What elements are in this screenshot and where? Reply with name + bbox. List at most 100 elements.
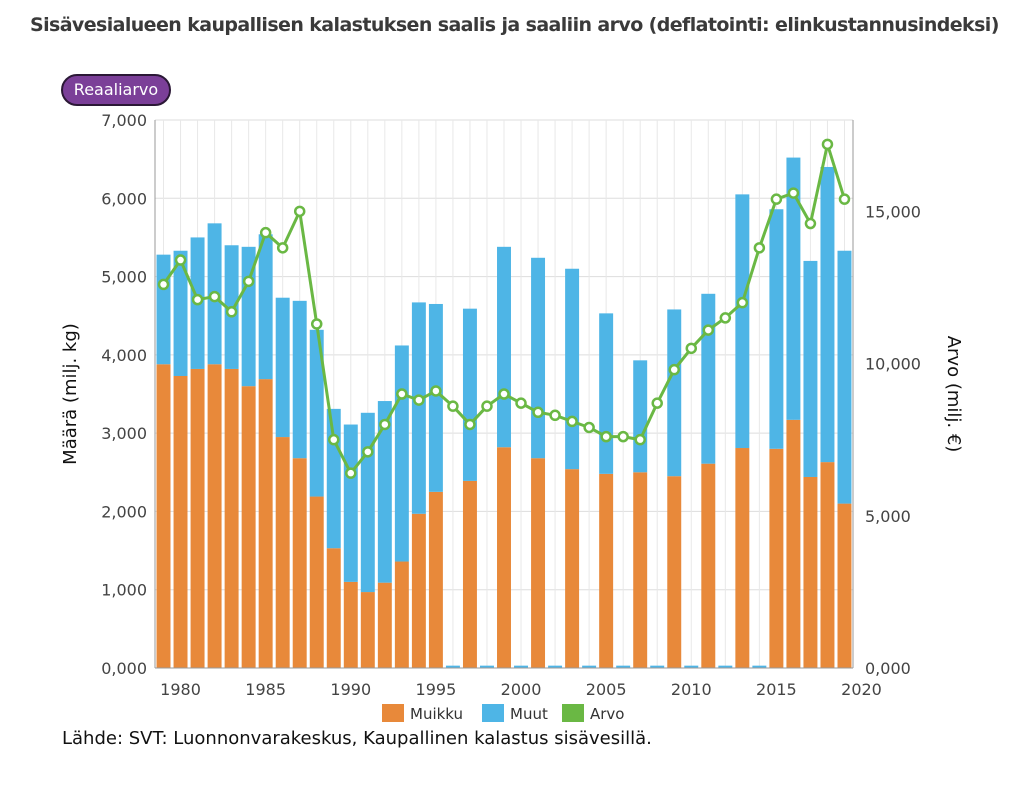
y-tick-label: 3,000 (101, 424, 147, 443)
point-arvo (583, 421, 595, 434)
x-tick-label: 2000 (501, 680, 542, 699)
legend-label-muikku: Muikku (410, 705, 463, 723)
x-tick-label: 2020 (841, 680, 882, 699)
point-arvo (753, 242, 766, 254)
bar-muikku (786, 419, 801, 668)
bar-muikku (156, 364, 171, 668)
bar-muut (650, 665, 665, 668)
point-arvo (651, 397, 663, 409)
bar-muikku (531, 458, 546, 668)
bar-muut (428, 303, 443, 492)
point-arvo (719, 312, 732, 324)
bar-muut (445, 665, 460, 668)
bar-muut (769, 209, 784, 449)
bar-muut (684, 665, 699, 668)
x-tick-label: 2005 (586, 680, 627, 699)
bar-muut (309, 329, 324, 497)
bar-muut (616, 665, 631, 668)
point-arvo (685, 342, 698, 355)
point-arvo (225, 306, 238, 318)
bar-muikku (667, 476, 682, 668)
point-arvo (379, 418, 391, 431)
point-arvo (447, 400, 459, 412)
point-arvo (498, 388, 510, 400)
x-tick-label: 2015 (756, 680, 797, 699)
point-arvo (515, 397, 527, 409)
y-tick-label: 1,000 (101, 581, 147, 600)
bar-muut (718, 665, 733, 668)
bar-muut (701, 293, 716, 464)
bar-muut (173, 250, 188, 376)
bar-muikku (394, 561, 409, 668)
point-arvo (668, 363, 680, 376)
point-arvo (293, 205, 306, 218)
bar-muikku (292, 458, 307, 668)
bar-muikku (173, 375, 188, 668)
y-tick-label: 7,000 (101, 111, 147, 130)
y2-tick-label: 10,000 (865, 355, 921, 374)
y-tick-label: 0,000 (101, 659, 147, 678)
point-arvo (430, 385, 442, 397)
point-arvo (634, 433, 646, 446)
real-value-toggle-button[interactable]: Reaaliarvo (61, 74, 171, 106)
y2-tick-label: 15,000 (865, 202, 921, 221)
bar-muut (548, 665, 563, 668)
point-arvo (174, 254, 187, 266)
point-arvo (259, 226, 272, 239)
y-tick-label: 4,000 (101, 346, 147, 365)
bar-muikku (275, 437, 290, 668)
y-tick-label: 5,000 (101, 268, 147, 287)
bar-muut (803, 260, 818, 477)
bar-muikku (258, 379, 273, 668)
y-axis-title: Määrä (milj. kg) (60, 323, 81, 465)
bar-muikku (428, 491, 443, 668)
bar-muut (343, 424, 358, 582)
point-arvo (464, 418, 476, 431)
bar-muikku (565, 469, 580, 668)
bar-muut (360, 412, 375, 593)
bar-muikku (803, 476, 818, 668)
bar-muikku (497, 447, 511, 668)
legend-label-muut: Muut (510, 705, 548, 723)
bar-muikku (462, 480, 477, 668)
bar-muikku (377, 582, 392, 668)
bar-muikku (633, 472, 648, 668)
point-arvo (702, 324, 715, 336)
point-arvo (821, 138, 834, 151)
point-arvo (191, 293, 204, 306)
bar-muikku (599, 473, 614, 668)
x-tick-label: 1995 (416, 680, 457, 699)
y2-tick-label: 0,000 (865, 659, 911, 678)
bar-muut (633, 360, 648, 473)
bar-muut (786, 157, 801, 420)
bar-muikku (360, 592, 375, 668)
bar-muut (479, 665, 494, 668)
bar-muikku (326, 548, 341, 668)
point-arvo (838, 193, 851, 205)
bar-muut (837, 250, 852, 504)
source-note: Lähde: SVT: Luonnonvarakeskus, Kaupallin… (62, 728, 652, 749)
point-arvo (310, 318, 323, 330)
chart-title: Sisävesialueen kaupallisen kalastuksen s… (30, 14, 999, 36)
x-tick-label: 1985 (245, 680, 286, 699)
bar-muut (497, 246, 511, 448)
bar-muut (156, 254, 171, 365)
bar-muut (394, 345, 409, 562)
point-arvo (157, 278, 170, 291)
y2-tick-label: 5,000 (865, 507, 911, 526)
bar-muikku (769, 448, 784, 668)
bar-muut (820, 166, 835, 463)
point-arvo (345, 467, 357, 479)
bar-muikku (411, 513, 426, 668)
point-arvo (600, 430, 612, 443)
point-arvo (532, 406, 544, 419)
bar-muikku (701, 463, 716, 668)
point-arvo (617, 430, 629, 443)
point-arvo (276, 242, 289, 254)
bar-muut (565, 268, 580, 470)
bar-muikku (241, 386, 256, 668)
y-tick-label: 6,000 (101, 189, 147, 208)
y2-axis-title: Arvo (milj. €) (943, 336, 964, 453)
point-arvo (736, 296, 749, 309)
point-arvo (208, 290, 221, 303)
